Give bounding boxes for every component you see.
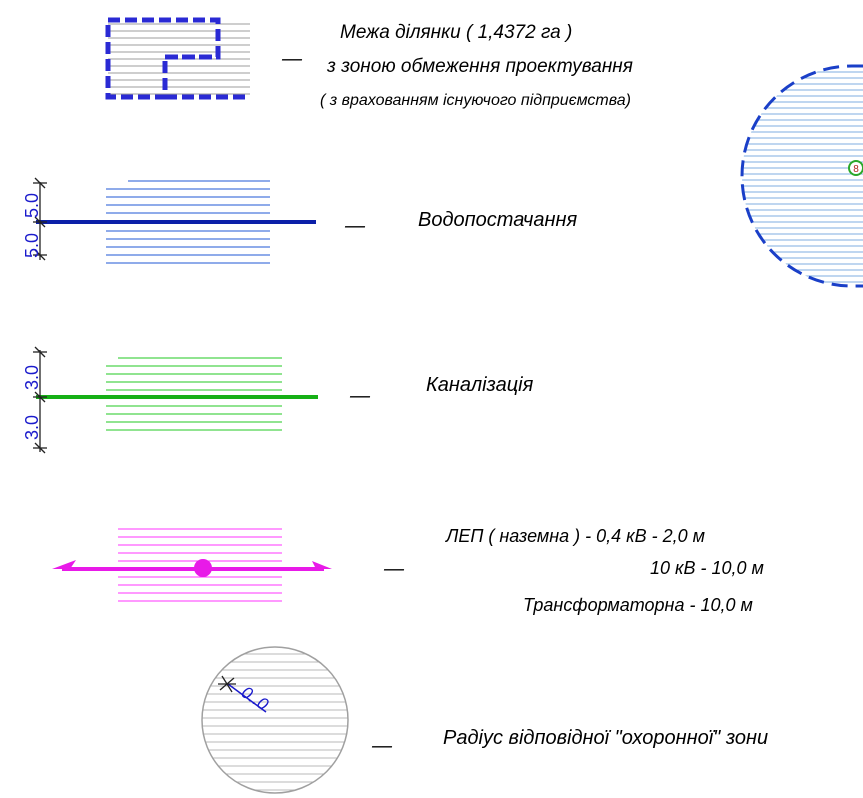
power-legend-row: — ЛЕП ( наземна ) - 0,4 кВ - 2,0 м 10 кВ…: [52, 526, 764, 615]
boundary-label-line1: Межа ділянки ( 1,4372 га ): [340, 22, 572, 43]
water-legend-row: 5.0 5.0 — Водопостачання: [22, 177, 577, 264]
sewer-label: Каналізація: [426, 374, 534, 396]
water-dash: —: [344, 215, 366, 237]
boundary-dash: —: [281, 48, 303, 70]
power-symbol: [52, 528, 332, 602]
boundary-label-line2: з зоною обмеження проектування: [326, 56, 633, 77]
sewer-dim-top: 3.0: [22, 365, 42, 390]
power-label-line1: ЛЕП ( наземна ) - 0,4 кВ - 2,0 м: [445, 526, 705, 546]
power-left-arrow: [52, 560, 76, 569]
power-label-line2: 10 кВ - 10,0 м: [650, 558, 764, 578]
map-marker: 8: [848, 160, 863, 176]
power-dash: —: [383, 558, 405, 580]
boundary-symbol: [105, 17, 250, 100]
map-fragment-border: [740, 64, 863, 288]
boundary-legend-row: — Межа ділянки ( 1,4372 га ) з зоною обм…: [105, 17, 633, 109]
map-fragment: [742, 66, 863, 286]
sewer-legend-row: 3.0 3.0 — Каналізація: [22, 346, 534, 454]
boundary-label-line3: ( з врахованням існуючого підприємства): [320, 92, 631, 109]
radius-legend-row: 0..0 — Радіус відповідної "охоронної" зо…: [201, 646, 768, 794]
radius-dash: —: [371, 735, 393, 757]
sewer-dash: —: [349, 385, 371, 407]
power-right-arrow: [312, 561, 332, 569]
power-pole-dot: [194, 559, 212, 577]
radius-symbol: 0..0: [201, 646, 349, 794]
boundary-dashed-outline: [105, 17, 221, 100]
power-label-line3: Трансформаторна - 10,0 м: [523, 595, 753, 615]
radius-circle: [201, 646, 349, 794]
water-dim-top: 5.0: [22, 193, 42, 218]
water-dim-bottom: 5.0: [22, 233, 42, 258]
map-marker-label: 8: [853, 164, 859, 175]
water-label: Водопостачання: [418, 209, 577, 231]
sewer-symbol: 3.0 3.0: [22, 346, 318, 454]
radius-label: Радіус відповідної "охоронної" зони: [443, 727, 768, 749]
water-symbol: 5.0 5.0: [22, 177, 316, 264]
sewer-dim-bottom: 3.0: [22, 415, 42, 440]
